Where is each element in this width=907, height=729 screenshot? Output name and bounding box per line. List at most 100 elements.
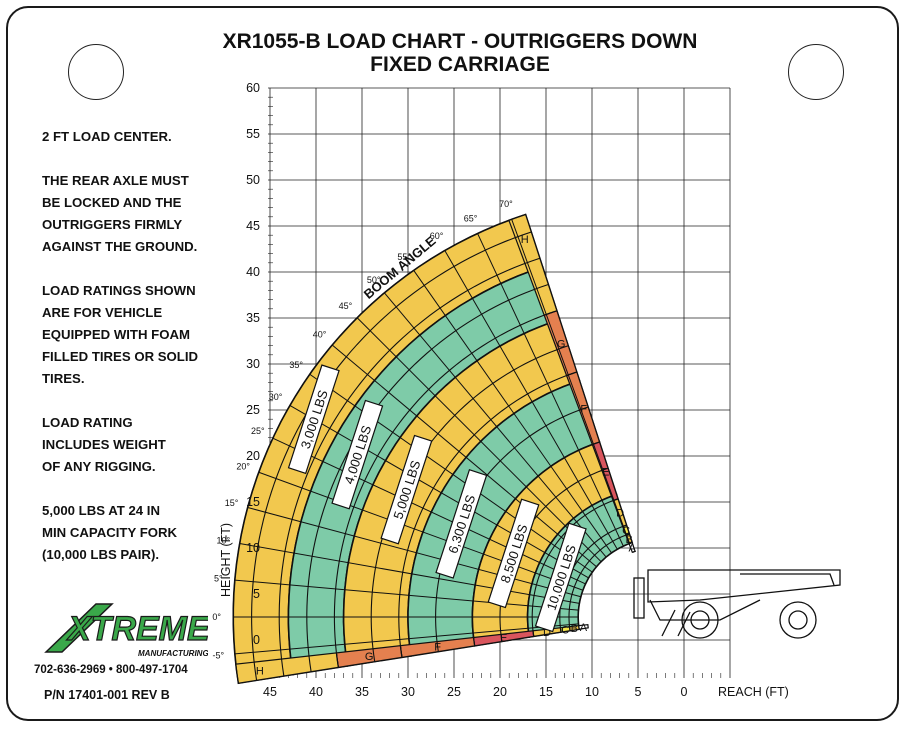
x-tick-label: 5 <box>635 685 642 699</box>
logo-subtitle: MANUFACTURING <box>138 649 208 658</box>
phone-numbers: 702-636-2969 • 800-497-1704 <box>34 664 188 676</box>
band-label-C: C <box>622 525 630 537</box>
band-label-F: F <box>434 642 441 654</box>
band-label-H: H <box>256 666 264 678</box>
boom-angle-label: 50° <box>367 275 381 285</box>
note-load-center: 2 FT LOAD CENTER. <box>42 129 172 144</box>
boom-angle-ray <box>247 506 581 598</box>
x-tick-label: 15 <box>539 685 553 699</box>
boom-angle-ray <box>309 373 593 573</box>
x-tick-label: 20 <box>493 685 507 699</box>
boom-angle-ray <box>234 579 579 611</box>
capacity-label-bg <box>487 498 540 609</box>
mounting-hole-left <box>68 44 124 100</box>
chart-title: XR1055-B LOAD CHART - OUTRIGGERS DOWN FI… <box>180 30 740 76</box>
capacity-label-bg <box>380 434 433 545</box>
y-tick-label: 10 <box>246 541 260 555</box>
title-line-2: FIXED CARRIAGE <box>370 53 550 76</box>
extension-arc <box>531 498 619 637</box>
band-label-B: B <box>571 623 578 635</box>
y-tick-label: 50 <box>246 173 260 187</box>
note-fork-capacity: 5,000 LBS AT 24 IN MIN CAPACITY FORK (10… <box>42 503 178 562</box>
y-axis-label: HEIGHT (FT) <box>219 523 233 597</box>
x-tick-label: 45 <box>263 685 277 699</box>
boom-angle-label: 0° <box>212 612 221 622</box>
x-tick-label: 0 <box>681 685 688 699</box>
extension-arc <box>232 213 526 684</box>
part-number: P/N 17401-001 REV B <box>44 688 170 702</box>
boom-angle-label: -5° <box>213 650 225 660</box>
mounting-hole-right <box>788 44 844 100</box>
boom-angle-ray <box>511 219 631 544</box>
band-label-D: D <box>616 508 624 520</box>
extension-arc <box>568 533 630 631</box>
boom-angle-label: 5° <box>214 574 223 584</box>
boom-angle-ray <box>258 471 584 591</box>
band-label-H: H <box>521 234 529 246</box>
y-tick-label: 20 <box>246 449 260 463</box>
boom-angle-ray <box>356 317 602 563</box>
band-label-A: A <box>629 542 637 554</box>
y-tick-label: 0 <box>253 633 260 647</box>
x-tick-label: 40 <box>309 685 323 699</box>
y-tick-label: 30 <box>246 357 260 371</box>
extension-arc <box>471 441 600 646</box>
chart-axes: 45 40 35 30 25 20 15 10 5 00510152025303540455055… <box>219 81 789 699</box>
boom-angle-rays <box>233 219 631 655</box>
extension-arc <box>278 257 541 677</box>
boom-angle-label: 70° <box>499 199 513 209</box>
y-tick-label: 60 <box>246 81 260 95</box>
xtreme-logo: XTREME MANUFACTURING <box>38 600 212 667</box>
title-line-1: XR1055-B LOAD CHART - OUTRIGGERS DOWN <box>222 30 698 53</box>
boom-angle-label: 35° <box>289 360 303 370</box>
capacity-label-bg <box>287 364 340 475</box>
boom-angle-label: 55° <box>397 252 411 262</box>
band-label-E: E <box>602 466 609 478</box>
band-label-A: A <box>580 622 588 634</box>
boom-angle-label: 30° <box>269 392 283 402</box>
boom-angle-label: 60° <box>430 231 444 241</box>
telehandler-outline-icon <box>633 569 841 639</box>
y-tick-label: 5 <box>253 587 260 601</box>
x-tick-label: 10 <box>585 685 599 699</box>
boom-angle-ray <box>444 250 618 550</box>
boom-angle-label: 10° <box>217 536 231 546</box>
boom-angle-ray <box>272 437 586 585</box>
boom-angle-label: 25° <box>251 426 265 436</box>
boom-angle-ray <box>477 233 624 547</box>
y-tick-label: 35 <box>246 311 260 325</box>
boom-angle-ray <box>331 344 597 568</box>
y-tick-label: 40 <box>246 265 260 279</box>
x-tick-label: 35 <box>355 685 369 699</box>
y-tick-label: 55 <box>246 127 260 141</box>
load-notes: 2 FT LOAD CENTER. THE REAR AXLE MUST BE … <box>42 126 247 588</box>
band-label-E: E <box>500 633 507 645</box>
boom-angle-ray <box>413 270 612 554</box>
note-rigging: LOAD RATING INCLUDES WEIGHT OF ANY RIGGI… <box>42 415 166 474</box>
capacity-label-bg <box>534 522 587 633</box>
capacity-label-bg <box>331 399 384 510</box>
boom-angle-ray <box>239 543 580 604</box>
capacity-zones <box>232 213 634 685</box>
boom-angle-label: 45° <box>339 301 353 311</box>
extension-arc <box>577 542 633 630</box>
band-label-G: G <box>365 651 374 663</box>
boom-angle-label: 20° <box>236 462 250 472</box>
capacity-label-bg <box>435 469 488 579</box>
boom-angle-label: 15° <box>225 498 239 508</box>
x-axis-label: REACH (FT) <box>718 685 789 699</box>
extension-arc <box>333 310 558 668</box>
logo-wordmark: XTREME <box>66 610 208 648</box>
note-rear-axle: THE REAR AXLE MUST BE LOCKED AND THE OUT… <box>42 173 198 254</box>
band-label-D: D <box>543 627 551 639</box>
y-tick-label: 25 <box>246 403 260 417</box>
boom-angle-ray <box>289 404 589 579</box>
x-tick-label: 30 <box>401 685 415 699</box>
boom-angle-ray <box>383 292 607 558</box>
boom-angle-label: 65° <box>464 213 478 223</box>
band-label-F: F <box>580 403 587 415</box>
boom-angle-ray <box>234 623 579 655</box>
band-label-B: B <box>625 534 632 546</box>
x-tick-label: 25 <box>447 685 461 699</box>
